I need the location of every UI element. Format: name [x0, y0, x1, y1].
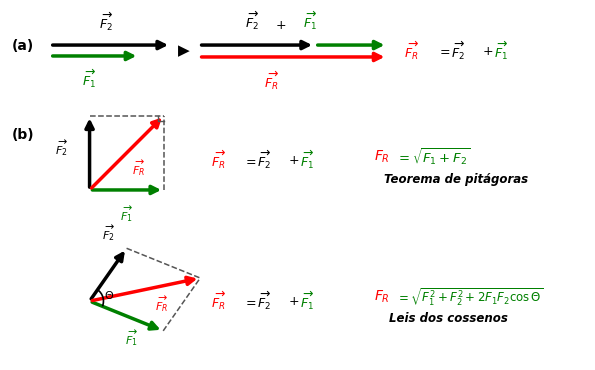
Text: $\overrightarrow{F_1}$: $\overrightarrow{F_1}$: [493, 40, 508, 62]
Text: $\overrightarrow{F_2}$: $\overrightarrow{F_2}$: [99, 11, 114, 33]
Text: $=$: $=$: [243, 154, 257, 167]
Text: $\overrightarrow{F_1}$: $\overrightarrow{F_1}$: [120, 204, 133, 224]
Text: $=$: $=$: [437, 44, 450, 57]
Text: $\overrightarrow{F_R}$: $\overrightarrow{F_R}$: [404, 40, 419, 62]
Text: $= \sqrt{F_1 + F_2}$: $= \sqrt{F_1 + F_2}$: [396, 147, 470, 168]
Text: $\overrightarrow{F_R}$: $\overrightarrow{F_R}$: [264, 70, 280, 92]
Text: Leis dos cossenos: Leis dos cossenos: [389, 313, 508, 326]
Text: $F_R$: $F_R$: [374, 289, 390, 305]
Text: $\overrightarrow{F_1}$: $\overrightarrow{F_1}$: [125, 328, 138, 348]
Text: $\overrightarrow{F_1}$: $\overrightarrow{F_1}$: [300, 149, 314, 171]
Text: $\overrightarrow{F_2}$: $\overrightarrow{F_2}$: [102, 223, 115, 243]
Text: $\overrightarrow{F_2}$: $\overrightarrow{F_2}$: [245, 10, 259, 32]
Text: $\overrightarrow{F_2}$: $\overrightarrow{F_2}$: [257, 290, 272, 312]
Text: $F_R$: $F_R$: [374, 149, 390, 165]
Text: Teorema de pitágoras: Teorema de pitágoras: [384, 172, 528, 185]
Text: $\Theta$: $\Theta$: [104, 289, 114, 302]
Text: $= \sqrt{F_1^2 + F_2^2 + 2F_1 F_2 \cos\Theta}$: $= \sqrt{F_1^2 + F_2^2 + 2F_1 F_2 \cos\T…: [396, 287, 544, 308]
Text: $+$: $+$: [274, 19, 286, 32]
Text: $\overrightarrow{F_2}$: $\overrightarrow{F_2}$: [451, 40, 465, 62]
Text: (b): (b): [12, 128, 35, 142]
Text: $+$: $+$: [288, 295, 299, 307]
Text: $\overrightarrow{F_2}$: $\overrightarrow{F_2}$: [55, 138, 68, 158]
Text: $+$: $+$: [481, 44, 493, 57]
Text: $\overrightarrow{F_2}$: $\overrightarrow{F_2}$: [257, 149, 272, 171]
Text: ▶: ▶: [178, 44, 190, 58]
Text: $\overrightarrow{F_R}$: $\overrightarrow{F_R}$: [211, 290, 226, 312]
Text: $\overrightarrow{F_1}$: $\overrightarrow{F_1}$: [303, 10, 317, 32]
Text: $\overrightarrow{F_R}$: $\overrightarrow{F_R}$: [155, 295, 168, 314]
Text: (a): (a): [12, 39, 35, 53]
Text: $=$: $=$: [243, 295, 257, 307]
Text: $\overrightarrow{F_R}$: $\overrightarrow{F_R}$: [211, 149, 226, 171]
Text: $\overrightarrow{F_1}$: $\overrightarrow{F_1}$: [82, 68, 97, 90]
Text: $\overrightarrow{F_1}$: $\overrightarrow{F_1}$: [300, 290, 314, 312]
Text: $\overrightarrow{F_R}$: $\overrightarrow{F_R}$: [131, 158, 145, 178]
Text: $+$: $+$: [288, 154, 299, 167]
